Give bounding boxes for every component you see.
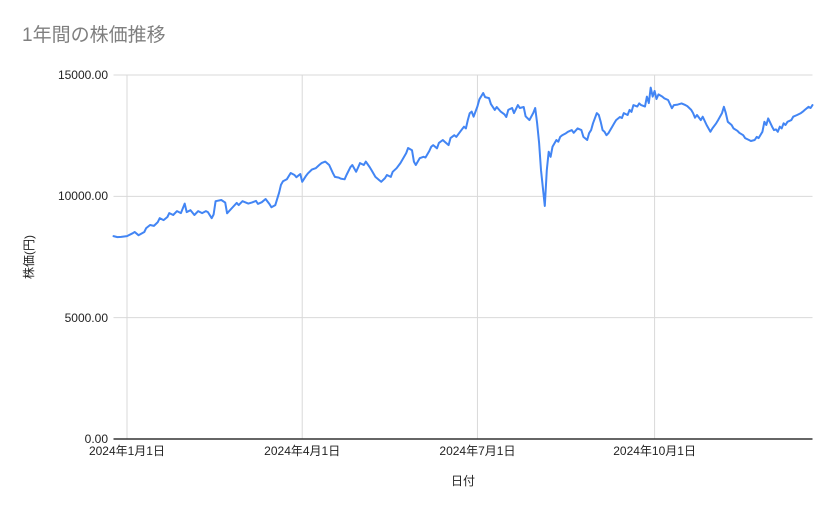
x-tick-label: 2024年10月1日 bbox=[613, 444, 696, 458]
y-tick-label: 15000.00 bbox=[57, 68, 108, 82]
price-line-series bbox=[112, 86, 814, 239]
y-tick-label: 0.00 bbox=[84, 432, 108, 446]
x-axis-title: 日付 bbox=[450, 474, 475, 488]
y-axis-title: 株価(円) bbox=[22, 235, 36, 279]
x-tick-label: 2024年7月1日 bbox=[439, 444, 516, 458]
y-tick-label: 5000.00 bbox=[64, 310, 108, 325]
chart-title: 1年間の株価推移 bbox=[22, 25, 166, 46]
x-tick-label: 2024年4月1日 bbox=[264, 444, 341, 458]
x-tick-label: 2024年1月1日 bbox=[88, 444, 165, 458]
y-tick-label: 10000.00 bbox=[57, 189, 108, 204]
